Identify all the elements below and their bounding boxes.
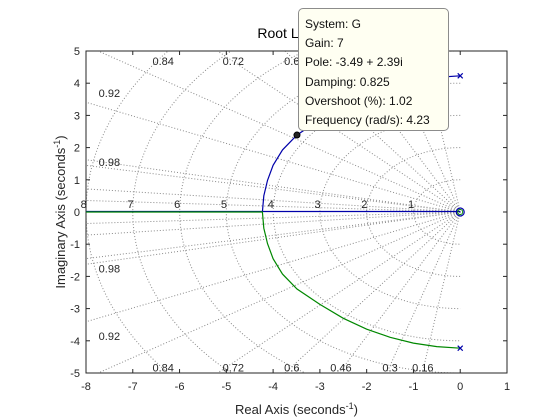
x-tick-label: -6 xyxy=(175,381,185,393)
damping-grid-ray xyxy=(338,211,461,373)
damping-grid-ray xyxy=(86,159,461,213)
x-tick-label: -4 xyxy=(268,381,278,393)
damping-grid-ray xyxy=(86,211,461,323)
x-tick-label: -1 xyxy=(409,381,419,393)
x-axis-label-main: Real Axis (seconds xyxy=(235,402,346,417)
damping-grid-ray xyxy=(86,211,461,236)
y-tick-label: 0 xyxy=(74,207,80,219)
frequency-label: 4 xyxy=(268,199,274,211)
plot-area: -8 -7 -6 -5 -4 -3 -2 -1 0 1 -5 -4 -3 -2 -1 0 1 2 3 4 5 0.84 0.… xyxy=(52,25,510,417)
frequency-label: 8 xyxy=(81,199,87,211)
x-tick-label: -5 xyxy=(221,381,231,393)
damping-label: 0.46 xyxy=(330,362,351,374)
damping-label: 0.72 xyxy=(223,362,244,374)
damping-label: 0.92 xyxy=(99,88,120,100)
damping-label: 0.84 xyxy=(152,56,173,68)
damping-label: 0.98 xyxy=(99,263,120,275)
frequency-label: 7 xyxy=(127,199,133,211)
zero-marker-inner xyxy=(457,209,464,215)
y-tick-label: -2 xyxy=(70,271,80,283)
y-tick-label: -1 xyxy=(70,239,80,251)
damping-label: 0.3 xyxy=(382,362,397,374)
frequency-grid-circle xyxy=(272,82,461,342)
x-axis-label-exp: -1 xyxy=(346,401,354,411)
y-axis-label-main: Imaginary Axis (seconds xyxy=(53,147,68,288)
datatip-box[interactable]: System: G Gain: 7 Pole: -3.49 + 2.39i Da… xyxy=(298,8,449,131)
datatip-frequency: Frequency (rad/s): 4.23 xyxy=(305,113,430,128)
frequency-label: 5 xyxy=(221,199,227,211)
frequency-label: 2 xyxy=(361,199,367,211)
zero-marker xyxy=(455,207,465,217)
frequency-label: 6 xyxy=(174,199,180,211)
damping-grid-ray xyxy=(86,199,461,213)
pole-marker xyxy=(457,345,464,352)
x-tick-label: -3 xyxy=(315,381,325,393)
y-tick-label: -4 xyxy=(70,336,80,348)
y-tick-label: 2 xyxy=(74,143,80,155)
chart-title: Root L xyxy=(257,25,298,41)
x-axis-label: Real Axis (seconds-1) xyxy=(235,401,358,417)
pole-marker xyxy=(457,72,464,79)
y-axis-label-exp: -1 xyxy=(52,140,62,148)
y-tick-label: -3 xyxy=(70,304,80,316)
damping-label: 0.98 xyxy=(99,157,120,169)
damping-label: 0.6 xyxy=(284,362,299,374)
datatip-pole: Pole: -3.49 + 2.39i xyxy=(305,55,403,70)
x-tick-label: 0 xyxy=(457,381,463,393)
damping-grid-ray xyxy=(86,211,461,225)
x-tick-label: 1 xyxy=(504,381,510,393)
y-tick-label: -5 xyxy=(70,368,80,380)
damping-label: 0.6 xyxy=(284,56,299,68)
x-tick-label: -7 xyxy=(128,381,138,393)
frequency-grid-circle xyxy=(366,147,461,277)
frequency-label: 3 xyxy=(314,199,320,211)
damping-grid-ray xyxy=(96,211,461,373)
datatip-gain: Gain: 7 xyxy=(305,36,344,51)
frequency-grid-circle xyxy=(319,114,461,310)
datatip-system: System: G xyxy=(305,17,362,31)
damping-label: 0.72 xyxy=(223,56,244,68)
damping-grid-ray xyxy=(86,164,461,213)
damping-grid-ray xyxy=(86,211,461,265)
damping-grid-ray xyxy=(284,211,461,373)
y-tick-label: 1 xyxy=(74,175,80,187)
x-axis-label-close: ) xyxy=(354,402,358,417)
damping-label: 0.92 xyxy=(99,331,120,343)
damping-grid-ray xyxy=(86,211,461,260)
damping-label: 0.16 xyxy=(412,362,433,374)
damping-grid-ray xyxy=(96,51,461,213)
x-tick-label: -2 xyxy=(362,381,372,393)
damping-grid-ray xyxy=(86,188,461,213)
y-tick-label: 5 xyxy=(74,46,80,58)
y-axis-label-close: ) xyxy=(53,135,68,139)
root-locus-branch-lower xyxy=(86,211,461,349)
x-tick-label: -8 xyxy=(81,381,91,393)
datatip-point xyxy=(293,131,301,139)
y-tick-label: 4 xyxy=(74,78,80,90)
damping-grid-ray xyxy=(284,51,461,213)
datatip-damping: Damping: 0.825 xyxy=(305,74,390,89)
damping-grid-ray xyxy=(216,211,461,373)
damping-label: 0.84 xyxy=(152,362,173,374)
y-tick-label: 3 xyxy=(74,110,80,122)
datatip-overshoot: Overshoot (%): 1.02 xyxy=(305,93,413,108)
frequency-label: 1 xyxy=(408,199,414,211)
y-axis-label: Imaginary Axis (seconds-1) xyxy=(52,135,68,288)
